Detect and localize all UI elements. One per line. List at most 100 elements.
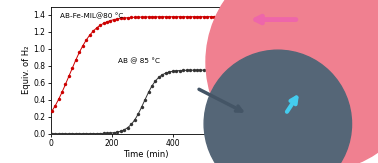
Point — [184, 69, 190, 72]
Point — [115, 131, 121, 133]
Point — [73, 59, 79, 61]
Point — [180, 69, 186, 72]
Point — [204, 69, 211, 71]
Point — [173, 70, 179, 72]
Point — [229, 69, 235, 71]
Point — [156, 76, 162, 79]
Point — [194, 69, 200, 71]
Point — [90, 30, 96, 32]
Point — [215, 15, 221, 18]
Text: AB @ 85 °C: AB @ 85 °C — [118, 58, 160, 64]
Point — [201, 15, 207, 18]
Point — [170, 70, 176, 73]
Point — [66, 75, 72, 77]
Point — [87, 34, 93, 37]
Point — [49, 132, 55, 135]
Point — [225, 15, 231, 18]
Point — [142, 98, 148, 101]
Point — [225, 69, 231, 71]
Point — [128, 123, 134, 126]
Point — [222, 15, 228, 18]
Point — [66, 132, 72, 135]
Point — [83, 39, 89, 41]
Point — [135, 16, 141, 18]
Point — [197, 69, 203, 71]
Point — [52, 105, 58, 107]
Point — [194, 15, 200, 18]
Point — [121, 128, 127, 131]
Point — [152, 80, 158, 82]
Point — [132, 16, 138, 19]
Point — [222, 69, 228, 71]
Point — [59, 91, 65, 93]
Point — [232, 69, 238, 71]
Point — [118, 17, 124, 20]
Point — [218, 15, 224, 18]
Point — [139, 106, 145, 108]
Point — [170, 15, 176, 18]
Point — [211, 69, 217, 71]
Point — [125, 126, 131, 129]
Point — [163, 72, 169, 74]
Point — [76, 51, 82, 54]
Point — [204, 15, 211, 18]
Y-axis label: Equiv. of H₂: Equiv. of H₂ — [22, 46, 31, 94]
Point — [121, 17, 127, 19]
Point — [56, 132, 62, 135]
Point — [146, 15, 152, 18]
Point — [229, 15, 235, 18]
Point — [70, 67, 76, 69]
Ellipse shape — [204, 50, 352, 163]
Point — [115, 18, 121, 20]
Point — [235, 15, 242, 18]
Point — [111, 18, 117, 21]
Point — [187, 15, 193, 18]
Point — [104, 21, 110, 23]
Point — [73, 132, 79, 135]
Point — [76, 132, 82, 135]
Point — [59, 132, 65, 135]
Point — [101, 132, 107, 135]
Point — [142, 16, 148, 18]
Point — [118, 130, 124, 133]
Point — [132, 119, 138, 121]
Point — [191, 69, 197, 71]
Point — [149, 15, 155, 18]
Point — [156, 15, 162, 18]
Point — [160, 74, 166, 76]
Point — [97, 132, 103, 135]
Point — [80, 132, 86, 135]
Point — [191, 15, 197, 18]
Point — [94, 132, 100, 135]
Point — [111, 131, 117, 134]
Point — [201, 69, 207, 71]
Point — [107, 19, 113, 22]
Point — [232, 15, 238, 18]
Point — [208, 15, 214, 18]
Point — [177, 69, 183, 72]
Point — [52, 132, 58, 135]
Point — [235, 69, 242, 71]
Point — [180, 15, 186, 18]
Point — [177, 15, 183, 18]
Point — [152, 15, 158, 18]
Point — [90, 132, 96, 135]
Point — [173, 15, 179, 18]
Point — [197, 15, 203, 18]
Text: AB-Fe-MIL@80 °C: AB-Fe-MIL@80 °C — [60, 13, 124, 19]
X-axis label: Time (min): Time (min) — [123, 150, 168, 159]
Point — [62, 83, 68, 86]
Point — [160, 15, 166, 18]
Point — [83, 132, 89, 135]
Ellipse shape — [206, 0, 378, 163]
Point — [87, 132, 93, 135]
Point — [97, 24, 103, 27]
Point — [107, 132, 113, 134]
Point — [104, 132, 110, 135]
Point — [62, 132, 68, 135]
Point — [49, 110, 55, 113]
Point — [166, 71, 172, 73]
Point — [128, 16, 134, 19]
Point — [187, 69, 193, 72]
Point — [135, 113, 141, 115]
